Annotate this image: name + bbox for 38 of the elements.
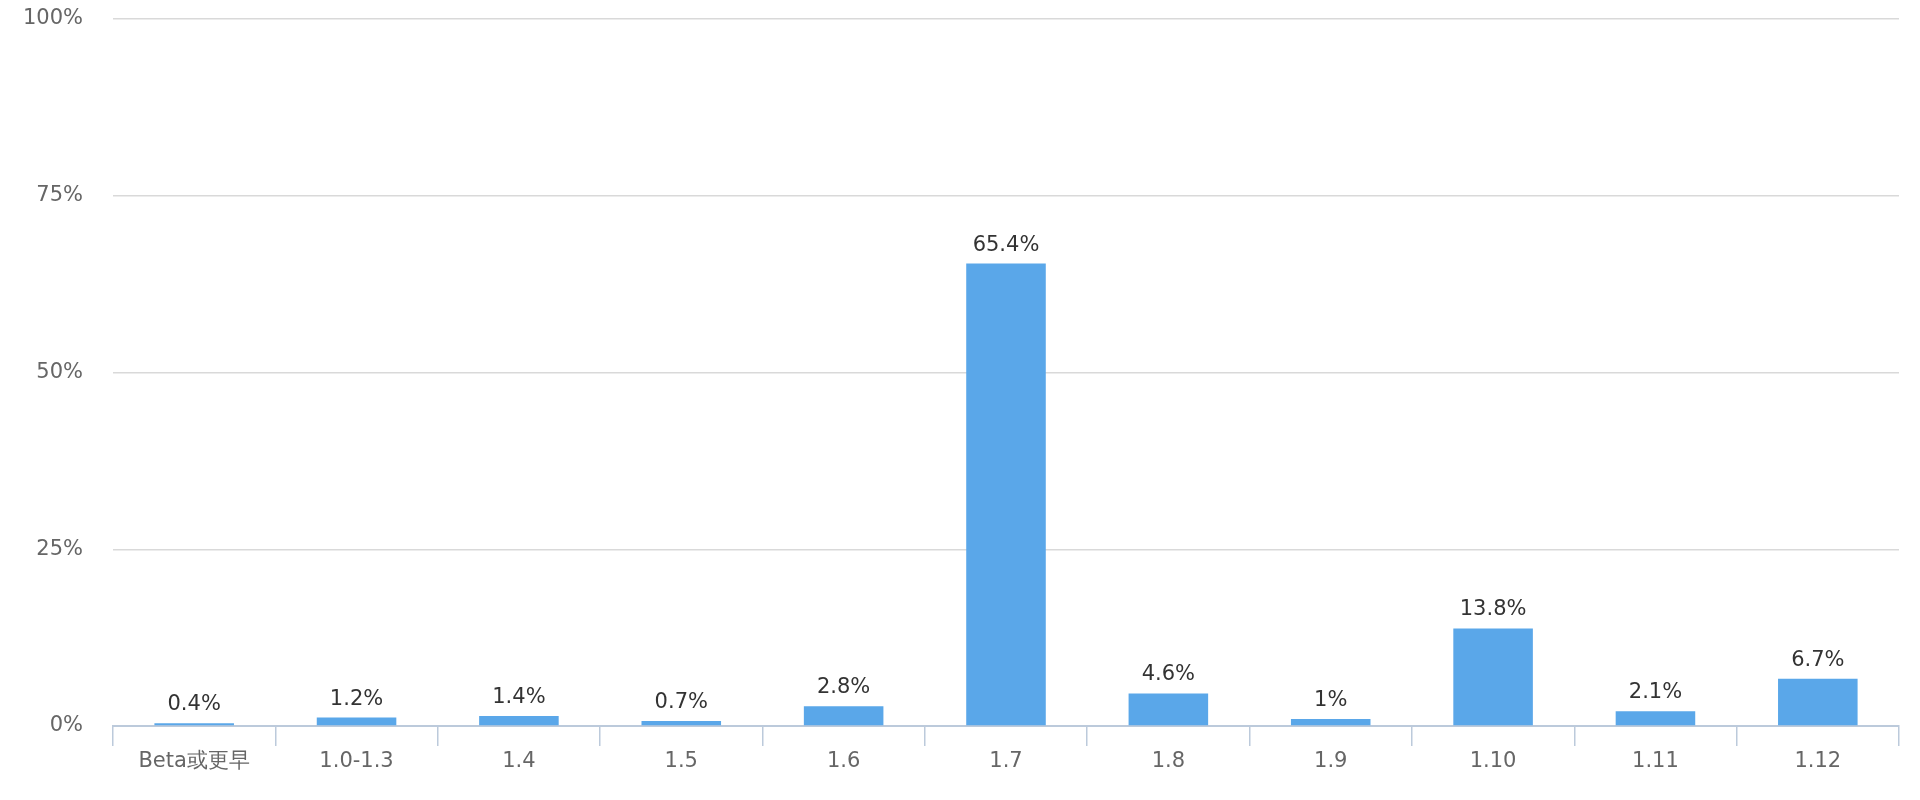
data-label: 1.4% xyxy=(492,684,546,709)
y-tick-label: 100% xyxy=(22,5,83,30)
x-tick-label: 1.11 xyxy=(1632,748,1679,773)
data-label: 2.8% xyxy=(816,674,871,699)
bar xyxy=(803,706,884,726)
x-tick-label: 1.4 xyxy=(502,748,536,773)
data-label: 1.2% xyxy=(329,685,384,710)
y-tick-label: 50% xyxy=(36,358,83,383)
bar xyxy=(1778,678,1858,726)
y-tick-label: 25% xyxy=(36,535,83,560)
x-tick-label: 1.10 xyxy=(1469,748,1517,773)
y-tick-label: 75% xyxy=(36,182,83,207)
y-tick-label: 0% xyxy=(49,712,83,737)
x-tick-label: 1.8 xyxy=(1151,748,1186,773)
bar xyxy=(479,716,559,726)
data-label: 2.1% xyxy=(1628,679,1683,704)
x-tick-label: 1.12 xyxy=(1794,748,1842,773)
bar xyxy=(1453,628,1533,726)
x-tick-label: 1.6 xyxy=(826,748,861,773)
bar xyxy=(1128,693,1209,726)
data-label: 4.6% xyxy=(1141,661,1196,686)
data-label: 1% xyxy=(1314,686,1348,711)
bar xyxy=(1615,711,1696,726)
bar xyxy=(641,721,722,726)
data-label: 0.7% xyxy=(654,689,708,714)
bar xyxy=(316,717,397,726)
x-tick-label: 1.0-1.3 xyxy=(319,748,394,773)
bar xyxy=(154,723,234,726)
x-tick-label: 1.5 xyxy=(664,748,698,773)
data-label: 65.4% xyxy=(972,231,1040,256)
data-label: 6.7% xyxy=(1791,646,1845,671)
x-tick-label: 1.9 xyxy=(1314,748,1348,773)
bar xyxy=(966,263,1046,726)
data-label: 13.8% xyxy=(1459,596,1527,621)
bar xyxy=(1290,718,1371,726)
x-tick-label: 1.7 xyxy=(989,748,1023,773)
x-tick-label: Beta或更早 xyxy=(138,748,250,773)
data-label: 0.4% xyxy=(167,691,221,716)
